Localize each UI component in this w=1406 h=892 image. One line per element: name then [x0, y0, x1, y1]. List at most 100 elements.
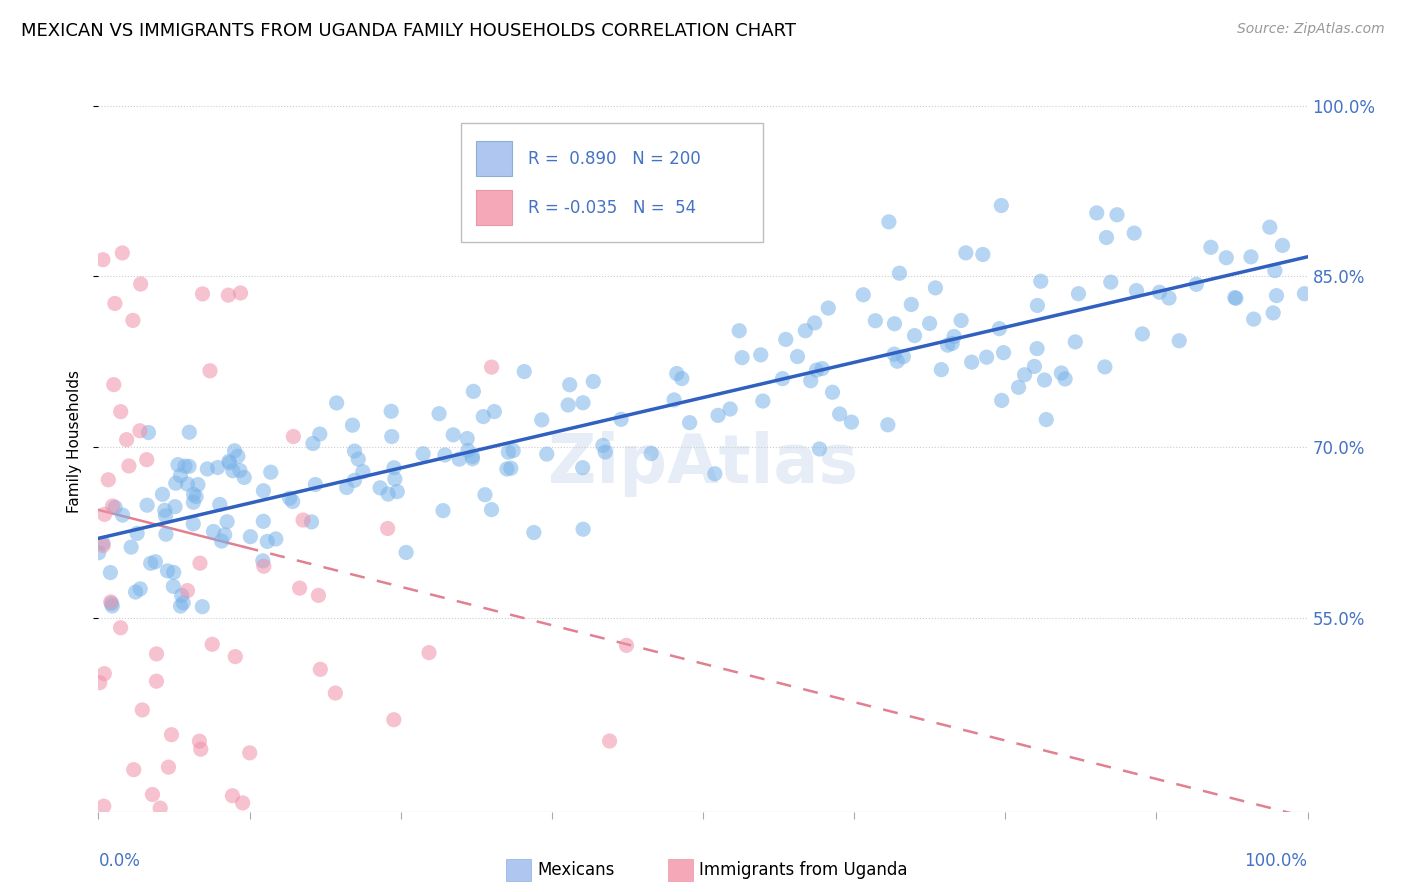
Point — [176, 583, 198, 598]
Point — [803, 316, 825, 330]
Point — [817, 301, 839, 315]
Point — [1199, 240, 1222, 254]
Point — [191, 599, 214, 614]
Point — [640, 446, 662, 460]
Point — [876, 417, 898, 432]
Point — [1054, 372, 1077, 386]
Point — [593, 445, 616, 459]
Text: R =  0.890   N = 200: R = 0.890 N = 200 — [527, 150, 700, 168]
Point — [93, 799, 115, 814]
Point — [167, 458, 190, 472]
Point — [731, 351, 754, 365]
Point — [1294, 286, 1316, 301]
Point — [184, 490, 207, 504]
Point — [536, 447, 558, 461]
Point — [749, 348, 772, 362]
Point — [308, 427, 330, 442]
Point — [800, 374, 823, 388]
Point — [449, 452, 471, 467]
Point — [1264, 263, 1286, 277]
Point — [129, 277, 152, 291]
Point — [224, 649, 246, 664]
Point — [122, 763, 145, 777]
Point — [841, 415, 863, 429]
Point — [1215, 251, 1237, 265]
Point — [707, 409, 730, 423]
Point — [1026, 342, 1049, 356]
Point — [380, 404, 402, 418]
Point — [202, 524, 225, 539]
Point — [304, 477, 326, 491]
FancyBboxPatch shape — [461, 123, 763, 242]
Point — [252, 483, 274, 498]
Point — [1095, 230, 1118, 244]
Point — [111, 246, 134, 260]
Point — [1168, 334, 1191, 348]
Point — [903, 328, 925, 343]
Point — [377, 521, 399, 535]
Point — [226, 449, 249, 463]
Point — [224, 443, 246, 458]
Point — [122, 313, 145, 327]
Point — [481, 502, 503, 516]
Point — [195, 462, 218, 476]
Point — [918, 317, 941, 331]
Point — [592, 438, 614, 452]
Point — [256, 534, 278, 549]
Point — [217, 288, 239, 302]
Point — [811, 361, 834, 376]
Point — [111, 508, 134, 522]
Point — [900, 297, 922, 311]
Point — [278, 491, 301, 506]
Point — [145, 647, 167, 661]
Point — [307, 588, 329, 602]
Point — [110, 621, 132, 635]
Point — [145, 674, 167, 689]
Point — [252, 514, 274, 528]
FancyBboxPatch shape — [475, 190, 512, 226]
Point — [972, 247, 994, 261]
Point — [806, 363, 828, 377]
Point — [530, 413, 553, 427]
Point — [155, 508, 177, 523]
Point — [191, 286, 214, 301]
Point — [718, 402, 741, 417]
Point — [343, 444, 366, 458]
Point — [188, 556, 211, 570]
Point — [877, 215, 900, 229]
Point — [1185, 277, 1208, 292]
Point — [496, 462, 519, 476]
Text: Mexicans: Mexicans — [537, 861, 614, 880]
Point — [808, 442, 831, 456]
Point — [384, 472, 406, 486]
Point — [852, 287, 875, 301]
Point — [129, 424, 152, 438]
Point — [172, 596, 194, 610]
Point — [229, 463, 252, 477]
Point — [1085, 206, 1108, 220]
Text: MEXICAN VS IMMIGRANTS FROM UGANDA FAMILY HOUSEHOLDS CORRELATION CHART: MEXICAN VS IMMIGRANTS FROM UGANDA FAMILY… — [21, 22, 796, 40]
Point — [169, 468, 191, 483]
Point — [183, 487, 205, 501]
Point — [93, 508, 115, 522]
Point — [127, 526, 149, 541]
Point — [457, 443, 479, 458]
Point — [177, 459, 200, 474]
Point — [169, 599, 191, 613]
Point — [136, 498, 159, 512]
Point — [292, 513, 315, 527]
Text: Source: ZipAtlas.com: Source: ZipAtlas.com — [1237, 22, 1385, 37]
Point — [1035, 412, 1057, 426]
Point — [165, 476, 187, 491]
Point — [498, 445, 520, 459]
Point — [395, 545, 418, 559]
Point — [441, 427, 464, 442]
Point — [233, 470, 256, 484]
Point — [481, 360, 503, 375]
Point — [260, 465, 283, 479]
Point — [728, 324, 751, 338]
Point — [89, 675, 111, 690]
Point — [821, 385, 844, 400]
Point — [671, 371, 693, 385]
Point — [118, 458, 141, 473]
